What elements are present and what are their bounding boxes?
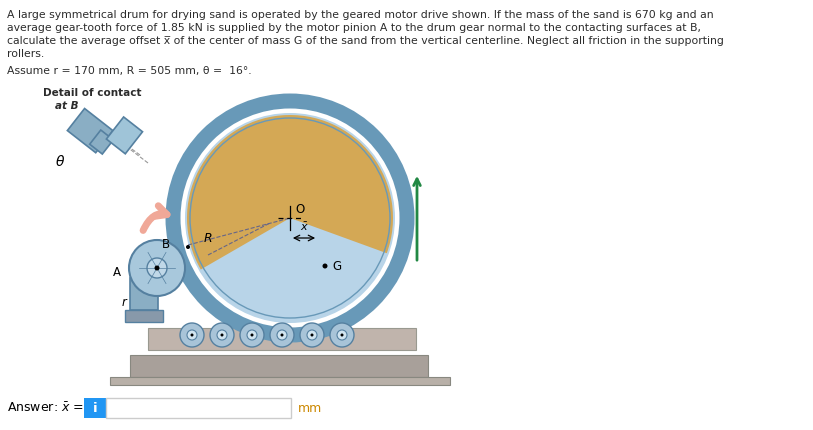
Circle shape: [311, 334, 314, 337]
Circle shape: [277, 330, 287, 340]
Circle shape: [280, 334, 284, 337]
Circle shape: [186, 245, 190, 249]
Circle shape: [190, 334, 193, 337]
Circle shape: [247, 330, 257, 340]
Text: G: G: [332, 259, 341, 273]
Circle shape: [185, 113, 395, 323]
Text: at B: at B: [55, 101, 79, 111]
Bar: [125, 310, 163, 322]
Circle shape: [129, 240, 185, 296]
Bar: [134, 258, 154, 270]
Text: A: A: [113, 267, 121, 280]
FancyBboxPatch shape: [84, 398, 106, 418]
Text: calculate the average offset x̅ of the center of mass G of the sand from the ver: calculate the average offset x̅ of the c…: [7, 36, 724, 46]
Circle shape: [300, 323, 324, 347]
Circle shape: [330, 323, 354, 347]
Text: i: i: [93, 402, 98, 415]
Bar: [110, 377, 450, 385]
Circle shape: [250, 334, 254, 337]
Circle shape: [154, 265, 159, 270]
Bar: [130, 278, 158, 310]
Text: Assume r = 170 mm, R = 505 mm, θ =  16°.: Assume r = 170 mm, R = 505 mm, θ = 16°.: [7, 66, 252, 76]
Circle shape: [180, 323, 204, 347]
Wedge shape: [187, 115, 393, 270]
Circle shape: [240, 323, 264, 347]
Text: Answer: $\bar{x}$ =: Answer: $\bar{x}$ =: [7, 401, 84, 415]
Circle shape: [147, 258, 167, 278]
Text: Detail of contact: Detail of contact: [43, 88, 141, 98]
Text: O: O: [295, 203, 304, 216]
Bar: [130, 355, 428, 377]
Circle shape: [220, 334, 224, 337]
FancyBboxPatch shape: [106, 398, 291, 418]
Circle shape: [323, 264, 328, 268]
Bar: [148, 328, 416, 350]
Circle shape: [341, 334, 344, 337]
FancyBboxPatch shape: [107, 117, 142, 154]
FancyBboxPatch shape: [67, 108, 113, 153]
Circle shape: [217, 330, 227, 340]
Text: $\theta$: $\theta$: [55, 154, 65, 169]
Circle shape: [337, 330, 347, 340]
FancyBboxPatch shape: [89, 130, 113, 154]
Circle shape: [210, 323, 234, 347]
Text: r: r: [122, 297, 127, 310]
Circle shape: [307, 330, 317, 340]
Text: A large symmetrical drum for drying sand is operated by the geared motor drive s: A large symmetrical drum for drying sand…: [7, 10, 714, 20]
Circle shape: [270, 323, 294, 347]
FancyArrowPatch shape: [143, 206, 167, 230]
Circle shape: [187, 330, 197, 340]
Text: rollers.: rollers.: [7, 49, 44, 59]
Text: R: R: [204, 233, 213, 246]
Text: B: B: [162, 239, 170, 252]
Text: $\bar{x}$: $\bar{x}$: [299, 221, 308, 233]
Text: average gear-tooth force of 1.85 kN is supplied by the motor pinion A to the dru: average gear-tooth force of 1.85 kN is s…: [7, 23, 701, 33]
Text: mm: mm: [298, 402, 322, 415]
